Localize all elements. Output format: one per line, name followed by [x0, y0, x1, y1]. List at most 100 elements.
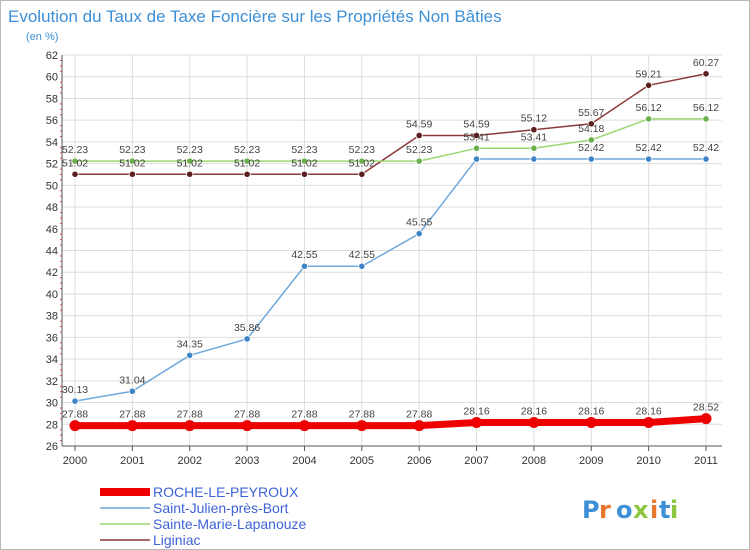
data-label: 59.21: [635, 68, 661, 80]
data-labels: 27.88 27.88 27.88 27.88 27.88 27.88 27.88 28.16…: [62, 57, 719, 421]
grid: [62, 54, 722, 447]
data-point: [413, 420, 425, 432]
x-tick-label: 2003: [235, 455, 259, 467]
data-label: 28.16: [635, 406, 661, 418]
data-point: [300, 262, 309, 270]
legend-label-3: Liginiac: [153, 532, 200, 548]
data-point: [702, 70, 710, 78]
data-label: 42.55: [349, 249, 375, 261]
data-label: 45.55: [406, 217, 432, 229]
data-label: 52.23: [177, 144, 203, 156]
data-label: 52.23: [234, 144, 260, 156]
legend: ROCHE-LE-PEYROUXSaint-Julien-près-BortSa…: [100, 484, 307, 548]
series-lines: [69, 70, 712, 432]
data-point: [702, 155, 710, 163]
x-tick-label: 2001: [120, 455, 144, 467]
data-point: [643, 417, 655, 429]
y-tick-label: 56: [46, 115, 58, 127]
data-point: [415, 157, 423, 165]
data-point: [71, 170, 79, 178]
data-label: 52.23: [406, 144, 432, 156]
data-label: 27.88: [234, 409, 260, 421]
data-point: [241, 420, 253, 432]
y-tick-label: 34: [46, 354, 58, 366]
logo-letter: i: [650, 496, 658, 524]
data-label: 55.67: [578, 107, 604, 119]
data-label: 52.42: [693, 142, 719, 154]
logo-letter: t: [659, 496, 670, 524]
data-label: 56.12: [635, 102, 661, 114]
data-point: [71, 397, 79, 405]
data-point: [472, 155, 481, 163]
x-tick-label: 2004: [292, 455, 316, 467]
data-point: [415, 131, 423, 140]
series-line-2: [74, 118, 707, 162]
data-label: 56.12: [693, 102, 719, 114]
data-label: 28.16: [463, 406, 489, 418]
x-tick-label: 2006: [407, 455, 431, 467]
series-line-0: [71, 415, 710, 430]
data-label: 28.52: [693, 402, 719, 414]
series-line-1: [74, 158, 707, 402]
data-point: [530, 144, 538, 152]
data-label: 28.16: [521, 406, 547, 418]
x-tick-label: 2009: [579, 455, 603, 467]
legend-label-1: Saint-Julien-près-Bort: [153, 500, 288, 516]
logo-letter: o: [616, 496, 633, 524]
data-label: 52.42: [578, 142, 604, 154]
data-point: [645, 81, 653, 89]
data-point: [700, 413, 712, 425]
y-tick-label: 60: [46, 72, 58, 84]
data-point: [587, 155, 595, 163]
data-point: [186, 170, 194, 178]
data-label: 42.55: [291, 249, 317, 261]
x-tick-label: 2002: [177, 455, 201, 467]
data-label: 30.13: [62, 384, 88, 396]
data-label: 53.41: [463, 131, 489, 143]
y-tick-label: 54: [46, 137, 58, 149]
data-label: 55.12: [521, 113, 547, 125]
y-tick-label: 44: [46, 246, 58, 258]
data-point: [186, 157, 194, 165]
logo-letter: P: [582, 496, 600, 524]
y-tick-label: 36: [46, 332, 58, 344]
data-point: [71, 157, 79, 165]
y-tick-label: 28: [46, 419, 58, 431]
data-label: 51.02: [234, 157, 260, 169]
data-label: 52.23: [349, 144, 375, 156]
data-point: [128, 387, 136, 395]
data-point: [186, 351, 194, 359]
y-tick-label: 32: [46, 376, 58, 388]
data-point: [530, 126, 538, 134]
y-tick-label: 58: [46, 93, 58, 105]
data-point: [356, 420, 368, 432]
data-point: [243, 335, 251, 343]
data-point: [472, 131, 481, 140]
data-label: 60.27: [693, 57, 719, 69]
data-point: [128, 170, 136, 178]
data-point: [358, 170, 366, 178]
data-point: [243, 157, 251, 165]
data-label: 52.23: [291, 144, 317, 156]
data-label: 51.02: [349, 157, 375, 169]
data-label: 54.59: [406, 118, 432, 130]
data-label: 51.02: [62, 157, 88, 169]
data-point: [471, 417, 483, 429]
data-point: [530, 155, 538, 163]
data-label: 52.42: [635, 142, 661, 154]
logo-letter: x: [633, 496, 649, 524]
data-label: 35.86: [234, 322, 260, 334]
data-label: 27.88: [406, 409, 432, 421]
x-tick-label: 2000: [63, 455, 87, 467]
y-tick-label: 26: [46, 441, 58, 453]
data-point: [585, 417, 597, 429]
data-point: [300, 157, 309, 165]
y-tick-label: 42: [46, 267, 58, 279]
data-label: 31.04: [119, 374, 145, 386]
y-tick-label: 50: [46, 180, 58, 192]
data-point: [300, 170, 309, 178]
y-tick-label: 46: [46, 224, 58, 236]
data-label: 34.35: [177, 338, 203, 350]
x-tick-label: 2005: [350, 455, 374, 467]
